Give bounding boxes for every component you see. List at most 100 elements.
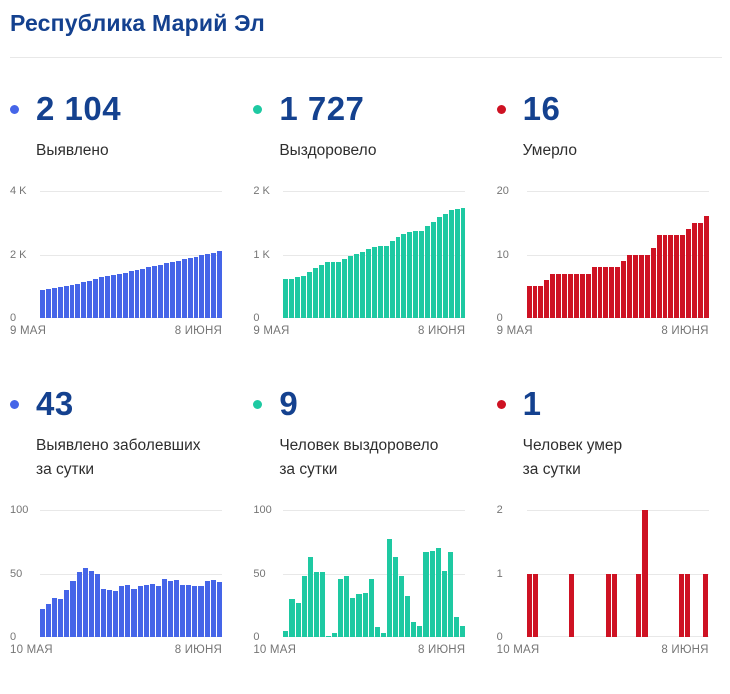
bar[interactable] xyxy=(556,273,562,318)
bar[interactable] xyxy=(198,586,204,637)
bar[interactable] xyxy=(350,597,356,637)
bar[interactable] xyxy=(362,592,368,637)
bar[interactable] xyxy=(526,573,532,637)
bar[interactable] xyxy=(192,586,198,637)
bar[interactable] xyxy=(342,258,348,318)
bar[interactable] xyxy=(436,217,442,318)
bar[interactable] xyxy=(447,551,453,637)
bar[interactable] xyxy=(199,255,205,318)
bar[interactable] xyxy=(460,208,466,318)
bar[interactable] xyxy=(692,222,697,318)
bar[interactable] xyxy=(448,209,454,318)
bar[interactable] xyxy=(430,221,436,318)
bar[interactable] xyxy=(295,602,301,637)
bar[interactable] xyxy=(383,245,389,318)
bar[interactable] xyxy=(75,283,81,318)
bar[interactable] xyxy=(638,254,644,318)
bar[interactable] xyxy=(167,581,174,637)
bar[interactable] xyxy=(377,246,383,318)
bar[interactable] xyxy=(143,584,149,637)
bar[interactable] xyxy=(405,596,411,637)
bar[interactable] xyxy=(336,261,342,318)
bar[interactable] xyxy=(137,586,143,637)
bar[interactable] xyxy=(697,222,703,318)
bars-recovered-cumulative[interactable] xyxy=(283,191,466,318)
bar[interactable] xyxy=(76,572,82,637)
bar[interactable] xyxy=(313,572,319,637)
bar[interactable] xyxy=(348,255,354,318)
bars-recovered-daily[interactable] xyxy=(283,510,466,637)
bar[interactable] xyxy=(435,548,441,637)
bar[interactable] xyxy=(107,590,113,637)
bar[interactable] xyxy=(149,583,155,637)
bar[interactable] xyxy=(621,260,627,318)
bar[interactable] xyxy=(656,235,662,318)
bar[interactable] xyxy=(611,573,618,637)
bar[interactable] xyxy=(399,576,405,637)
bar[interactable] xyxy=(58,598,64,637)
bar[interactable] xyxy=(122,272,128,318)
bar[interactable] xyxy=(63,286,69,318)
bar[interactable] xyxy=(40,289,45,318)
bar[interactable] xyxy=(419,230,425,318)
bar[interactable] xyxy=(87,280,93,318)
bars-confirmed-daily[interactable] xyxy=(40,510,222,637)
bar[interactable] xyxy=(301,275,306,318)
bar[interactable] xyxy=(429,550,435,637)
bar[interactable] xyxy=(140,268,146,318)
bar[interactable] xyxy=(442,214,448,318)
bar[interactable] xyxy=(134,270,140,318)
bar[interactable] xyxy=(632,254,638,318)
bar[interactable] xyxy=(644,254,650,318)
bar[interactable] xyxy=(417,625,423,637)
bar[interactable] xyxy=(650,248,656,318)
bar[interactable] xyxy=(538,286,544,318)
bar[interactable] xyxy=(368,578,374,637)
bar[interactable] xyxy=(330,261,336,318)
bar[interactable] xyxy=(569,573,575,637)
bar[interactable] xyxy=(389,240,395,318)
bar[interactable] xyxy=(532,573,538,637)
bar[interactable] xyxy=(371,246,377,318)
bar[interactable] xyxy=(413,231,419,318)
bar[interactable] xyxy=(307,557,313,637)
bar[interactable] xyxy=(374,626,380,637)
bar[interactable] xyxy=(94,573,100,637)
bar[interactable] xyxy=(57,287,63,318)
bar[interactable] xyxy=(152,266,158,318)
bar[interactable] xyxy=(174,579,180,637)
bar[interactable] xyxy=(104,276,110,318)
bar[interactable] xyxy=(703,573,709,637)
bar[interactable] xyxy=(605,573,611,637)
bar[interactable] xyxy=(686,229,692,318)
bar[interactable] xyxy=(325,635,332,637)
bar[interactable] xyxy=(562,273,567,318)
bar[interactable] xyxy=(636,573,642,637)
bar[interactable] xyxy=(81,282,87,318)
bar[interactable] xyxy=(146,267,152,318)
bar[interactable] xyxy=(51,288,57,318)
bar[interactable] xyxy=(324,262,330,318)
bar[interactable] xyxy=(187,257,193,318)
bar[interactable] xyxy=(401,233,407,318)
bar[interactable] xyxy=(210,579,216,637)
bar[interactable] xyxy=(318,265,324,318)
bar[interactable] xyxy=(64,590,70,637)
bar[interactable] xyxy=(679,573,685,637)
bar[interactable] xyxy=(186,584,192,637)
bar[interactable] xyxy=(703,216,709,318)
bar[interactable] xyxy=(356,593,362,637)
bar[interactable] xyxy=(526,286,532,318)
bar[interactable] xyxy=(161,578,167,637)
bar[interactable] xyxy=(366,249,371,318)
bar[interactable] xyxy=(585,273,591,318)
bar[interactable] xyxy=(680,235,686,318)
bar[interactable] xyxy=(205,254,211,318)
bar[interactable] xyxy=(128,271,134,318)
bar[interactable] xyxy=(338,578,344,637)
bar[interactable] xyxy=(45,289,51,318)
bar[interactable] xyxy=(164,263,169,318)
bar[interactable] xyxy=(573,273,579,318)
bar[interactable] xyxy=(301,576,307,637)
bar[interactable] xyxy=(116,273,122,318)
